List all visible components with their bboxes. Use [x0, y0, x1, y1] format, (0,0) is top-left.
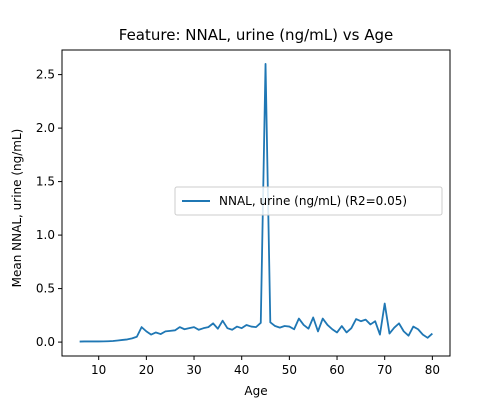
legend-box — [174, 186, 443, 216]
legend-label: NNAL, urine (ng/mL) (R2=0.05) — [219, 194, 407, 208]
x-tick-label: 80 — [425, 363, 440, 377]
x-tick-label: 20 — [139, 363, 154, 377]
y-axis-label: Mean NNAL, urine (ng/mL) — [10, 129, 24, 288]
y-tick-label: 1.5 — [36, 175, 55, 189]
y-tick-label: 0.0 — [36, 335, 55, 349]
x-tick-label: 60 — [329, 363, 344, 377]
y-tick-label: 1.0 — [36, 228, 55, 242]
plot-frame — [61, 49, 451, 357]
y-tick-label: 2.5 — [36, 68, 55, 82]
legend: NNAL, urine (ng/mL) (R2=0.05) — [174, 186, 443, 216]
chart-title: Feature: NNAL, urine (ng/mL) vs Age — [119, 26, 393, 44]
x-axis-label: Age — [244, 384, 267, 398]
x-tick-label: 30 — [186, 363, 201, 377]
y-axis-ticks: 0.0 0.5 1.0 1.5 2.0 2.5 — [36, 68, 62, 349]
plot-area — [61, 49, 451, 357]
x-tick-label: 70 — [377, 363, 392, 377]
x-tick-label: 50 — [282, 363, 297, 377]
y-tick-label: 2.0 — [36, 121, 55, 135]
series-line — [79, 63, 433, 343]
x-axis-ticks: 10 20 30 40 50 60 70 80 — [91, 356, 440, 377]
x-tick-label: 10 — [91, 363, 106, 377]
y-tick-label: 0.5 — [36, 282, 55, 296]
x-tick-label: 40 — [234, 363, 249, 377]
